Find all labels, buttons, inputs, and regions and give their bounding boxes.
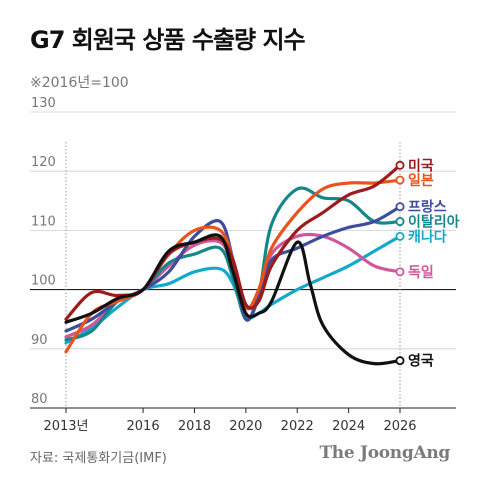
x-tick-label: 2024 [332,419,365,434]
series-label-독일: 독일 [408,265,434,281]
series-label-미국: 미국 [408,158,434,174]
series-end-marker-독일 [395,267,405,277]
series-label-영국: 영국 [408,353,434,370]
x-tick-label: 2020 [229,419,262,434]
x-tick-label: 2018 [178,419,211,434]
y-tick-label: 130 [31,96,56,111]
series-line-영국 [64,233,402,366]
series-end-marker-미국 [395,160,405,170]
series-label-프랑스: 프랑스 [408,200,447,216]
publisher-logo: The JoongAng [319,443,450,463]
y-tick-label: 120 [31,155,56,170]
y-tick-label: 100 [31,274,56,289]
series-end-marker-영국 [395,356,405,366]
y-tick-label: 110 [31,214,56,229]
series-label-일본: 일본 [408,173,434,189]
series-label-캐나다: 캐나다 [408,229,447,245]
source-note: 자료: 국제통화기금(IMF) [30,451,167,466]
series-end-marker-캐나다 [395,231,405,241]
y-tick-label: 90 [31,333,48,348]
page-title: G7 회원국 상품 수출량 지수 [30,26,306,54]
x-tick-label: 2016 [127,419,160,434]
page-subtitle: ※2016년=100 [30,75,129,91]
series-end-marker-프랑스 [395,202,405,212]
series-end-marker-일본 [395,175,405,185]
x-tick-label: 2022 [281,419,314,434]
series-label-이탈리아: 이탈리아 [408,214,460,231]
series-end-marker-이탈리아 [395,217,405,227]
x-tick-label: 2026 [383,419,416,434]
series-line-미국 [64,163,402,321]
y-tick-label: 80 [31,392,48,407]
series-lines [64,160,405,366]
y-axis-tick-labels: 130 120 110 100 90 80 [31,96,56,407]
x-tick-label: 2013년 [43,419,88,434]
x-axis-tick-labels: 2013년 2016 2018 2020 2022 2024 2026 [43,408,417,434]
